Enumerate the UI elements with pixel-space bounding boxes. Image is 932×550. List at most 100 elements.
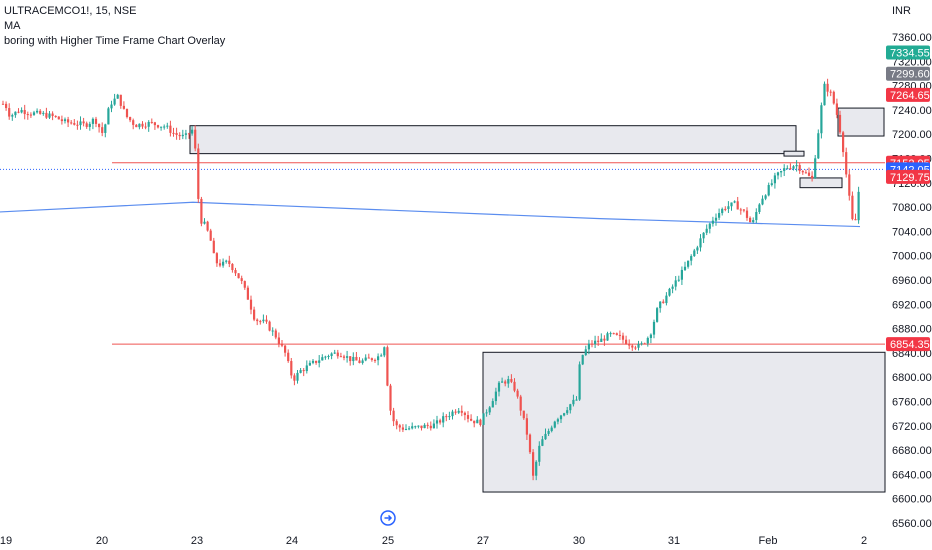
y-tick-label: 7000.00: [892, 251, 932, 263]
indicator-ma[interactable]: MA: [4, 20, 21, 32]
candle-body-94: [293, 375, 296, 381]
candle-body-34: [107, 108, 110, 125]
candle-body-233: [724, 208, 727, 210]
candle-body-57: [178, 134, 181, 137]
candle-body-202: [628, 343, 631, 346]
candle-body-47: [147, 121, 150, 127]
candle-body-274: [851, 195, 854, 220]
candle-body-173: [538, 445, 541, 462]
candle-body-84: [262, 319, 265, 322]
candle-body-190: [590, 343, 594, 345]
price-badge-1: [886, 66, 930, 81]
candle-body-43: [135, 124, 138, 128]
candle-body-218: [677, 279, 680, 281]
y-tick-label: 6560.00: [892, 518, 932, 530]
candle-body-137: [426, 424, 429, 426]
candle-body-234: [727, 206, 730, 209]
candle-body-7: [23, 110, 26, 115]
zone-box-2[interactable]: [837, 107, 885, 137]
candle-body-72: [225, 260, 228, 262]
candle-body-30: [94, 118, 98, 124]
candle-body-29: [91, 118, 94, 124]
zone-box-1[interactable]: [482, 351, 886, 493]
candle-body-257: [798, 165, 801, 171]
candle-body-260: [807, 172, 811, 176]
ma-line[interactable]: [0, 201, 861, 228]
candle-body-187: [581, 354, 584, 365]
candle-body-104: [324, 356, 327, 358]
candle-body-103: [321, 357, 324, 361]
candle-body-151: [470, 418, 473, 421]
candle-body-75: [234, 270, 237, 274]
candle-body-16: [51, 113, 54, 116]
candle-body-33: [104, 124, 107, 133]
candle-body-15: [48, 113, 51, 118]
candle-body-109: [339, 356, 342, 358]
candle-body-231: [718, 213, 721, 218]
candle-body-229: [711, 220, 714, 224]
zone-box-3[interactable]: [783, 150, 805, 157]
candle-body-217: [674, 280, 677, 287]
candle-body-42: [132, 120, 135, 125]
candle-body-133: [414, 426, 417, 428]
candle-body-6: [20, 110, 23, 113]
candle-body-55: [172, 132, 175, 134]
candle-body-253: [786, 168, 789, 170]
candle-body-8: [26, 114, 29, 116]
candle-body-246: [764, 195, 767, 199]
candle-body-219: [680, 269, 683, 280]
candle-body-111: [346, 356, 349, 358]
candle-body-92: [287, 352, 290, 362]
candle-body-241: [749, 217, 752, 223]
candle-body-224: [696, 247, 699, 251]
candle-body-275: [854, 219, 857, 221]
candle-body-176: [547, 431, 550, 434]
candle-body-54: [169, 125, 172, 133]
candle-body-237: [736, 201, 739, 210]
replay-icon[interactable]: [380, 510, 396, 526]
candle-body-251: [780, 171, 783, 173]
candle-body-200: [621, 335, 625, 340]
price-badge-5: [886, 169, 930, 184]
zone-box-0[interactable]: [189, 125, 797, 155]
candle-body-211: [656, 308, 659, 322]
candle-body-139: [432, 423, 435, 429]
y-tick-label: 6960.00: [892, 275, 932, 287]
candle-body-178: [553, 421, 556, 428]
price-badge-label: 7334.55: [890, 47, 930, 59]
candle-body-198: [615, 333, 618, 335]
candle-body-46: [144, 126, 147, 128]
candle-body-81: [253, 309, 256, 320]
candle-body-86: [268, 321, 271, 331]
price-badge-label: 6854.35: [890, 339, 930, 351]
candle-body-127: [395, 421, 398, 426]
candle-body-161: [501, 381, 504, 383]
candle-body-153: [476, 419, 479, 424]
price-badge-6: [886, 337, 930, 352]
candle-body-118: [367, 357, 370, 359]
candle-body-169: [525, 418, 528, 435]
candle-body-100: [311, 360, 315, 363]
symbol-title[interactable]: ULTRACEMCO1!, 15, NSE: [4, 5, 137, 17]
candle-body-210: [652, 321, 656, 335]
x-tick-label: 24: [286, 535, 298, 547]
candle-body-174: [541, 439, 544, 446]
candle-body-154: [479, 419, 482, 425]
price-badge-label: 7299.60: [890, 69, 930, 81]
candle-body-138: [429, 425, 432, 429]
candle-body-209: [649, 334, 652, 338]
candle-body-28: [88, 123, 91, 127]
price-badge-0: [886, 45, 930, 60]
candle-body-158: [491, 401, 494, 408]
candle-body-87: [271, 330, 274, 332]
y-tick-label: 6680.00: [892, 445, 932, 457]
candle-body-76: [237, 273, 240, 279]
candle-body-182: [566, 410, 569, 414]
candle-body-48: [150, 121, 153, 123]
zone-box-4[interactable]: [799, 177, 843, 189]
candle-body-79: [246, 287, 249, 300]
candle-body-63: [197, 148, 200, 199]
candle-body-26: [82, 121, 85, 124]
indicator-overlay[interactable]: boring with Higher Time Frame Chart Over…: [4, 35, 226, 47]
